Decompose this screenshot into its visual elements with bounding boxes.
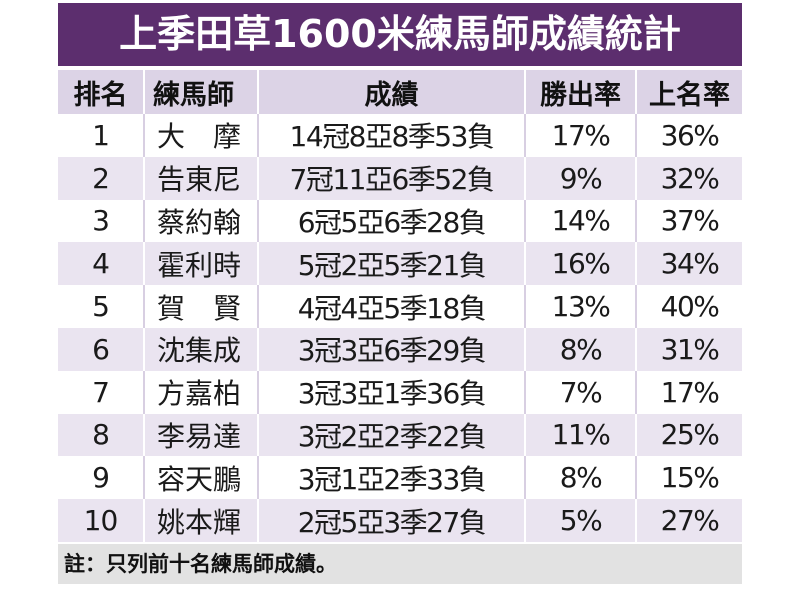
rank-cell: 6 [58, 327, 145, 371]
win-rate-cell: 11% [525, 413, 637, 457]
header-win-rate: 勝出率 [525, 70, 637, 114]
win-rate-cell: 8% [525, 456, 637, 500]
win-rate-cell: 8% [525, 327, 637, 371]
table-row: 4 霍利時 5冠2亞5季21負 16% 34% [58, 242, 742, 286]
place-rate-cell: 27% [636, 499, 742, 542]
header-record: 成績 [258, 70, 526, 114]
record-cell: 5冠2亞5季21負 [258, 242, 526, 286]
place-rate-cell: 36% [636, 114, 742, 157]
rank-cell: 3 [58, 199, 145, 243]
record-cell: 14冠8亞8季53負 [258, 114, 526, 157]
header-trainer: 練馬師 [144, 70, 259, 114]
footnote: 註：只列前十名練馬師成績。 [58, 543, 742, 584]
table-row: 5 賀賢 4冠4亞5季18負 13% 40% [58, 285, 742, 328]
table-row: 2 告東尼 7冠11亞6季52負 9% 32% [58, 156, 742, 200]
trainer-cell: 李易達 [144, 413, 259, 457]
place-rate-cell: 15% [636, 456, 742, 500]
record-cell: 2冠5亞3季27負 [258, 499, 526, 542]
record-cell: 3冠2亞2季22負 [258, 413, 526, 457]
table-title: 上季田草1600米練馬師成績統計 [58, 3, 742, 66]
table-row: 6 沈集成 3冠3亞6季29負 8% 31% [58, 327, 742, 371]
table-row: 7 方嘉柏 3冠3亞1季36負 7% 17% [58, 370, 742, 414]
table-row: 8 李易達 3冠2亞2季22負 11% 25% [58, 413, 742, 457]
trainer-cell: 賀賢 [144, 285, 259, 328]
place-rate-cell: 31% [636, 327, 742, 371]
record-cell: 3冠3亞1季36負 [258, 370, 526, 414]
header-place-rate: 上名率 [636, 70, 742, 114]
record-cell: 7冠11亞6季52負 [258, 156, 526, 200]
record-cell: 3冠3亞6季29負 [258, 327, 526, 371]
rank-cell: 7 [58, 370, 145, 414]
table-row: 1 大摩 14冠8亞8季53負 17% 36% [58, 114, 742, 157]
place-rate-cell: 17% [636, 370, 742, 414]
place-rate-cell: 25% [636, 413, 742, 457]
rank-cell: 8 [58, 413, 145, 457]
table-row: 3 蔡約翰 6冠5亞6季28負 14% 37% [58, 199, 742, 243]
win-rate-cell: 14% [525, 199, 637, 243]
trainer-cell: 告東尼 [144, 156, 259, 200]
place-rate-cell: 32% [636, 156, 742, 200]
place-rate-cell: 34% [636, 242, 742, 286]
table-row: 10 姚本輝 2冠5亞3季27負 5% 27% [58, 499, 742, 542]
record-cell: 3冠1亞2季33負 [258, 456, 526, 500]
place-rate-cell: 37% [636, 199, 742, 243]
win-rate-cell: 17% [525, 114, 637, 157]
win-rate-cell: 13% [525, 285, 637, 328]
trainer-stats-table: 排名 練馬師 成績 勝出率 上名率 1 大摩 14冠8亞8季53負 17% 36… [58, 70, 742, 542]
place-rate-cell: 40% [636, 285, 742, 328]
rank-cell: 5 [58, 285, 145, 328]
trainer-stats-table-container: 上季田草1600米練馬師成績統計 排名 練馬師 成績 勝出率 上名率 1 大摩 … [58, 3, 742, 584]
header-rank: 排名 [58, 70, 145, 114]
record-cell: 4冠4亞5季18負 [258, 285, 526, 328]
win-rate-cell: 16% [525, 242, 637, 286]
rank-cell: 1 [58, 114, 145, 157]
rank-cell: 4 [58, 242, 145, 286]
win-rate-cell: 9% [525, 156, 637, 200]
trainer-cell: 姚本輝 [144, 499, 259, 542]
win-rate-cell: 5% [525, 499, 637, 542]
trainer-cell: 方嘉柏 [144, 370, 259, 414]
trainer-cell: 霍利時 [144, 242, 259, 286]
rank-cell: 10 [58, 499, 145, 542]
rank-cell: 9 [58, 456, 145, 500]
title-gap [58, 66, 742, 70]
trainer-cell: 沈集成 [144, 327, 259, 371]
win-rate-cell: 7% [525, 370, 637, 414]
trainer-cell: 容天鵬 [144, 456, 259, 500]
trainer-cell: 蔡約翰 [144, 199, 259, 243]
record-cell: 6冠5亞6季28負 [258, 199, 526, 243]
header-row: 排名 練馬師 成績 勝出率 上名率 [58, 70, 742, 114]
rank-cell: 2 [58, 156, 145, 200]
trainer-cell: 大摩 [144, 114, 259, 157]
table-row: 9 容天鵬 3冠1亞2季33負 8% 15% [58, 456, 742, 500]
